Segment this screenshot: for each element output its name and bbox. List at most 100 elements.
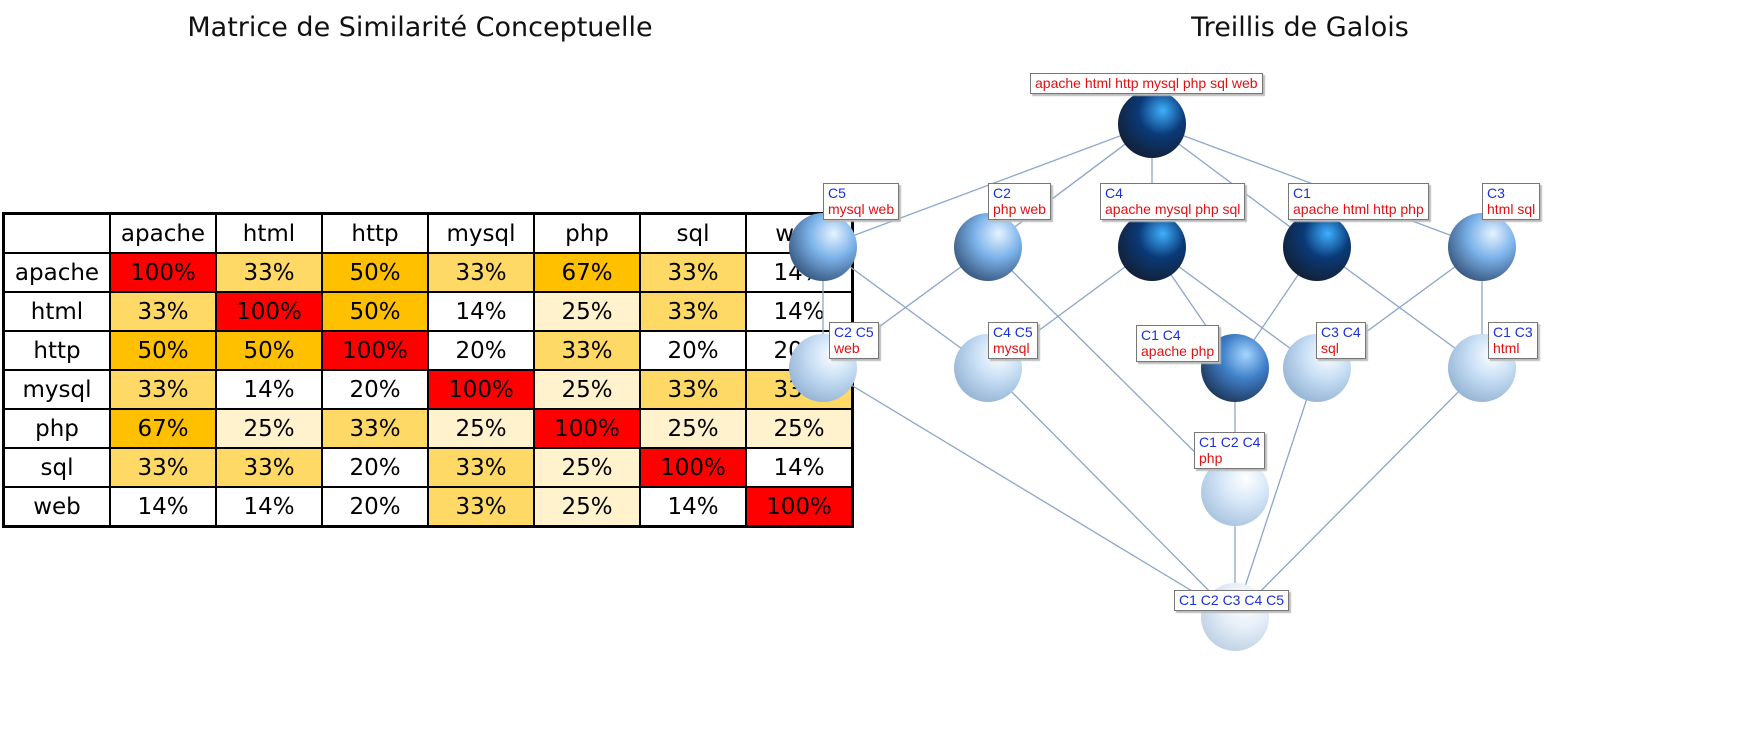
lattice-node-c1c2c4[interactable] <box>1201 458 1269 526</box>
matrix-cell: 33% <box>427 486 535 528</box>
lattice-edge <box>1234 367 1483 618</box>
matrix-row-header: apache <box>2 252 111 293</box>
matrix-column-header: html <box>215 212 323 254</box>
node-intent: html <box>1493 340 1520 356</box>
node-intent: web <box>834 340 860 356</box>
matrix-cell: 100% <box>109 252 217 293</box>
lattice-edge <box>987 367 1236 618</box>
matrix-cell: 33% <box>639 291 747 332</box>
node-intent: apache html http php <box>1293 201 1424 217</box>
matrix-row: web 14% 14% 20% 33% 25% 14% 100% <box>2 486 854 528</box>
node-intent: apache php <box>1141 343 1215 359</box>
matrix-cell: 100% <box>745 486 854 528</box>
matrix-row: php 67% 25% 33% 25% 100% 25% 25% <box>2 408 854 449</box>
matrix-row-header: http <box>2 330 111 371</box>
node-extent: C3 C4 <box>1321 324 1361 340</box>
lattice-edge <box>987 246 1236 493</box>
node-intent: mysql <box>993 340 1030 356</box>
lattice-node-label: C1 C2 C4 php <box>1194 432 1266 469</box>
matrix-cell: 25% <box>533 369 641 410</box>
node-extent: C3 <box>1487 185 1505 201</box>
matrix-cell: 14% <box>639 486 747 528</box>
matrix-cell: 50% <box>215 330 323 371</box>
lattice-node-label: C1 C2 C3 C4 C5 <box>1174 590 1290 611</box>
lattice-edge <box>1234 367 1318 618</box>
node-extent: C2 C5 <box>834 324 874 340</box>
matrix-column-header: http <box>321 212 429 254</box>
matrix-cell: 14% <box>215 369 323 410</box>
matrix-corner-cell <box>2 212 111 254</box>
matrix-cell: 14% <box>215 486 323 528</box>
node-intent: sql <box>1321 340 1339 356</box>
matrix-cell: 25% <box>533 486 641 528</box>
matrix-column-header: apache <box>109 212 217 254</box>
matrix-cell: 100% <box>321 330 429 371</box>
node-extent: C4 C5 <box>993 324 1033 340</box>
lattice-node-label: C3 C4 sql <box>1316 322 1366 359</box>
matrix-cell: 50% <box>109 330 217 371</box>
lattice-node-label: C4 C5 mysql <box>988 322 1038 359</box>
lattice-edge <box>1151 246 1318 369</box>
lattice-node-c4[interactable] <box>1118 213 1186 281</box>
lattice-title: Treillis de Galois <box>1191 12 1409 43</box>
lattice-node-label: C1 apache html http php <box>1288 183 1429 220</box>
lattice-node-c5[interactable] <box>789 213 857 281</box>
matrix-cell: 20% <box>321 447 429 488</box>
node-extent: C2 <box>993 185 1011 201</box>
lattice-edge <box>822 123 1153 248</box>
matrix-row-header: web <box>2 486 111 528</box>
lattice-node-label: C4 apache mysql php sql <box>1100 183 1246 220</box>
lattice-node-c2[interactable] <box>954 213 1022 281</box>
node-extent: C1 C3 <box>1493 324 1533 340</box>
matrix-cell: 100% <box>215 291 323 332</box>
matrix-cell: 25% <box>533 447 641 488</box>
matrix-cell: 25% <box>533 291 641 332</box>
lattice-edge <box>987 123 1153 248</box>
matrix-row-header: html <box>2 291 111 332</box>
lattice-node-c3[interactable] <box>1448 213 1516 281</box>
matrix-cell: 33% <box>215 447 323 488</box>
lattice-node-label: C2 php web <box>988 183 1051 220</box>
matrix-row-header: mysql <box>2 369 111 410</box>
lattice-node-label: C5 mysql web <box>823 183 900 220</box>
matrix-row-header: php <box>2 408 111 449</box>
lattice-node-label: C3 html sql <box>1482 183 1541 220</box>
matrix-cell: 14% <box>745 447 854 488</box>
matrix-cell: 33% <box>533 330 641 371</box>
matrix-cell: 25% <box>427 408 535 449</box>
matrix-cell: 67% <box>109 408 217 449</box>
node-extent: C5 <box>828 185 846 201</box>
lattice-node-c1[interactable] <box>1283 213 1351 281</box>
matrix-cell: 50% <box>321 291 429 332</box>
matrix-cell: 20% <box>427 330 535 371</box>
node-intent: apache html http mysql php sql web <box>1035 75 1258 91</box>
lattice-edge <box>822 367 1236 618</box>
node-intent: apache mysql php sql <box>1105 201 1241 217</box>
matrix-cell: 33% <box>639 252 747 293</box>
matrix-row: sql 33% 33% 20% 33% 25% 100% 14% <box>2 447 854 488</box>
matrix-cell: 33% <box>427 252 535 293</box>
lattice-node-top[interactable] <box>1118 90 1186 158</box>
lattice-node-label: apache html http mysql php sql web <box>1030 73 1263 94</box>
node-extent: C1 C2 C4 <box>1199 434 1261 450</box>
matrix-cell: 33% <box>427 447 535 488</box>
node-intent: mysql web <box>828 201 895 217</box>
matrix-cell: 25% <box>745 408 854 449</box>
matrix-cell: 100% <box>427 369 535 410</box>
node-extent: C1 C4 <box>1141 327 1181 343</box>
matrix-cell: 33% <box>109 369 217 410</box>
matrix-cell: 100% <box>639 447 747 488</box>
matrix-cell: 33% <box>321 408 429 449</box>
matrix-cell: 67% <box>533 252 641 293</box>
matrix-cell: 33% <box>109 291 217 332</box>
matrix-cell: 33% <box>215 252 323 293</box>
node-intent: html sql <box>1487 201 1536 217</box>
lattice-nodes <box>789 90 1516 651</box>
node-extent: C1 C2 C3 C4 C5 <box>1179 592 1285 608</box>
matrix-row-header: sql <box>2 447 111 488</box>
matrix-cell: 33% <box>639 369 747 410</box>
matrix-cell: 25% <box>215 408 323 449</box>
